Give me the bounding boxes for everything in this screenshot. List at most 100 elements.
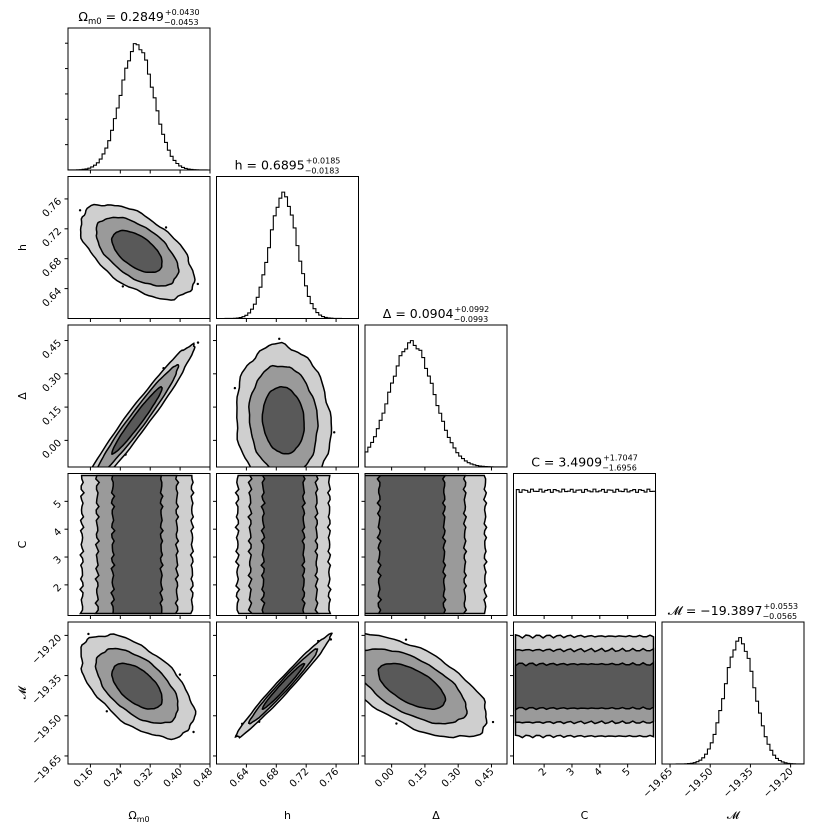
sample-point: [78, 209, 82, 212]
sample-point: [329, 638, 333, 641]
contour-1sigma: [260, 474, 306, 615]
contour-panel-h-M: [216, 621, 359, 765]
histogram-panel-M: 𝓜 = −19.3897+0.0553 −0.0565: [661, 602, 805, 765]
y-tick-label-C: 3: [52, 554, 64, 566]
x-tick-label-Om: 0.32: [132, 766, 156, 790]
sample-point: [395, 722, 398, 725]
contour-1sigma: [261, 662, 306, 711]
y-tick-label-C: 5: [52, 499, 64, 511]
x-tick-label-C: 5: [621, 766, 633, 778]
x-axis-label-Om: Ωm0: [128, 809, 149, 824]
y-axis-label-Delta: Δ: [16, 392, 29, 400]
contour-panel-h-Delta: [216, 324, 359, 468]
histogram-Om: [67, 43, 211, 171]
x-tick-label-Om: 0.40: [162, 766, 186, 790]
sample-point: [196, 282, 199, 286]
y-tick-label-Delta: 0.45: [41, 338, 65, 362]
panel-title-h: h = 0.6895+0.0185 −0.0183: [235, 157, 341, 176]
histogram-panel-Delta: Δ = 0.0904+0.0992 −0.0993: [364, 305, 508, 468]
y-tick-label-C: 2: [52, 582, 64, 594]
x-tick-label-C: 3: [565, 766, 577, 778]
sample-point: [162, 367, 165, 370]
x-axis-label-M: 𝓜: [727, 809, 741, 822]
y-tick-label-M: −19.20: [30, 633, 64, 667]
contour-1sigma: [377, 662, 447, 711]
x-axis-label-Delta: Δ: [432, 809, 440, 822]
x-tick-label-Om: 0.16: [72, 766, 96, 790]
panel-title-Delta: Δ = 0.0904+0.0992 −0.0993: [383, 305, 489, 324]
sample-point: [240, 722, 244, 726]
contour-panel-h-C: [216, 473, 359, 616]
y-tick-label-M: −19.35: [30, 673, 64, 707]
contour-1sigma: [110, 229, 163, 274]
y-tick-label-Delta: 0.00: [41, 438, 65, 462]
x-tick-label-Delta: 0.30: [440, 766, 464, 790]
sample-point: [87, 632, 90, 636]
histogram-panel-C: C = 3.4909+1.7047 −1.6956: [513, 454, 657, 617]
contour-1sigma: [514, 661, 655, 712]
y-tick-label-h: 0.68: [41, 256, 65, 280]
y-tick-label-C: 4: [52, 527, 64, 539]
histogram-panel-h: h = 0.6895+0.0185 −0.0183: [216, 157, 359, 320]
x-tick-label-M: −19.65: [641, 766, 675, 800]
sample-point: [105, 710, 109, 713]
x-tick-label-Delta: 0.45: [473, 766, 497, 790]
x-tick-label-C: 2: [537, 766, 549, 778]
sample-point: [278, 337, 281, 341]
sample-point: [491, 720, 495, 724]
contour-panel-Om-C: [67, 473, 211, 616]
x-tick-label-Om: 0.48: [192, 766, 216, 790]
x-axis-label-C: C: [581, 809, 589, 822]
histogram-panel-Om: Ωm0 = 0.2849+0.0430 −0.0453: [65, 8, 211, 171]
contour-1sigma: [110, 474, 164, 615]
contour-1sigma: [261, 385, 305, 455]
panel-title-C: C = 3.4909+1.7047 −1.6956: [531, 454, 638, 473]
contour-panel-Delta-C: [364, 473, 508, 616]
y-axis-label-h: h: [16, 244, 29, 251]
y-axis-label-M: 𝓜: [16, 685, 29, 699]
y-tick-label-h: 0.64: [41, 286, 65, 310]
contour-1sigma: [376, 474, 447, 615]
sample-point: [121, 285, 125, 288]
sample-point: [164, 226, 168, 229]
sample-point: [233, 386, 237, 390]
x-tick-label-M: −19.35: [722, 766, 756, 800]
y-axis-label-C: C: [16, 540, 29, 548]
sample-point: [192, 730, 195, 734]
x-tick-label-Om: 0.24: [102, 766, 126, 790]
sample-point: [178, 673, 182, 676]
sample-point: [404, 638, 408, 641]
sample-point: [317, 639, 320, 643]
y-tick-label-Delta: 0.15: [41, 404, 65, 428]
sample-point: [124, 453, 127, 456]
histogram-Delta: [364, 340, 508, 468]
panel-title-M: 𝓜 = −19.3897+0.0553 −0.0565: [668, 602, 798, 621]
y-tick-label-M: −19.65: [30, 753, 64, 787]
sample-point: [333, 431, 336, 434]
sample-point: [196, 341, 200, 344]
y-tick-label-h: 0.72: [41, 226, 65, 250]
x-tick-label-M: −19.50: [681, 766, 715, 800]
x-tick-label-Delta: 0.00: [373, 766, 397, 790]
x-tick-label-h: 0.68: [258, 766, 282, 790]
x-tick-label-C: 4: [593, 766, 605, 778]
contour-panel-Om-h: [67, 176, 211, 319]
y-tick-label-M: −19.50: [30, 713, 64, 747]
contour-1sigma: [110, 385, 163, 456]
y-tick-label-Delta: 0.30: [41, 371, 65, 395]
histogram-C: [513, 488, 657, 617]
sample-point: [258, 720, 261, 723]
x-tick-label-h: 0.72: [288, 766, 312, 790]
x-tick-label-h: 0.76: [318, 766, 342, 790]
contour-panel-Delta-M: [364, 621, 508, 765]
x-tick-label-M: −19.20: [762, 766, 796, 800]
contour-1sigma: [111, 662, 163, 710]
contour-panel-Om-Delta: [67, 324, 211, 468]
panel-title-Om: Ωm0 = 0.2849+0.0430 −0.0453: [78, 8, 199, 27]
x-tick-label-Delta: 0.15: [406, 766, 430, 790]
x-axis-label-h: h: [284, 809, 291, 822]
contour-panel-C-M: [513, 621, 656, 765]
contour-panel-Om-M: [67, 621, 211, 765]
y-tick-label-h: 0.76: [41, 196, 65, 220]
